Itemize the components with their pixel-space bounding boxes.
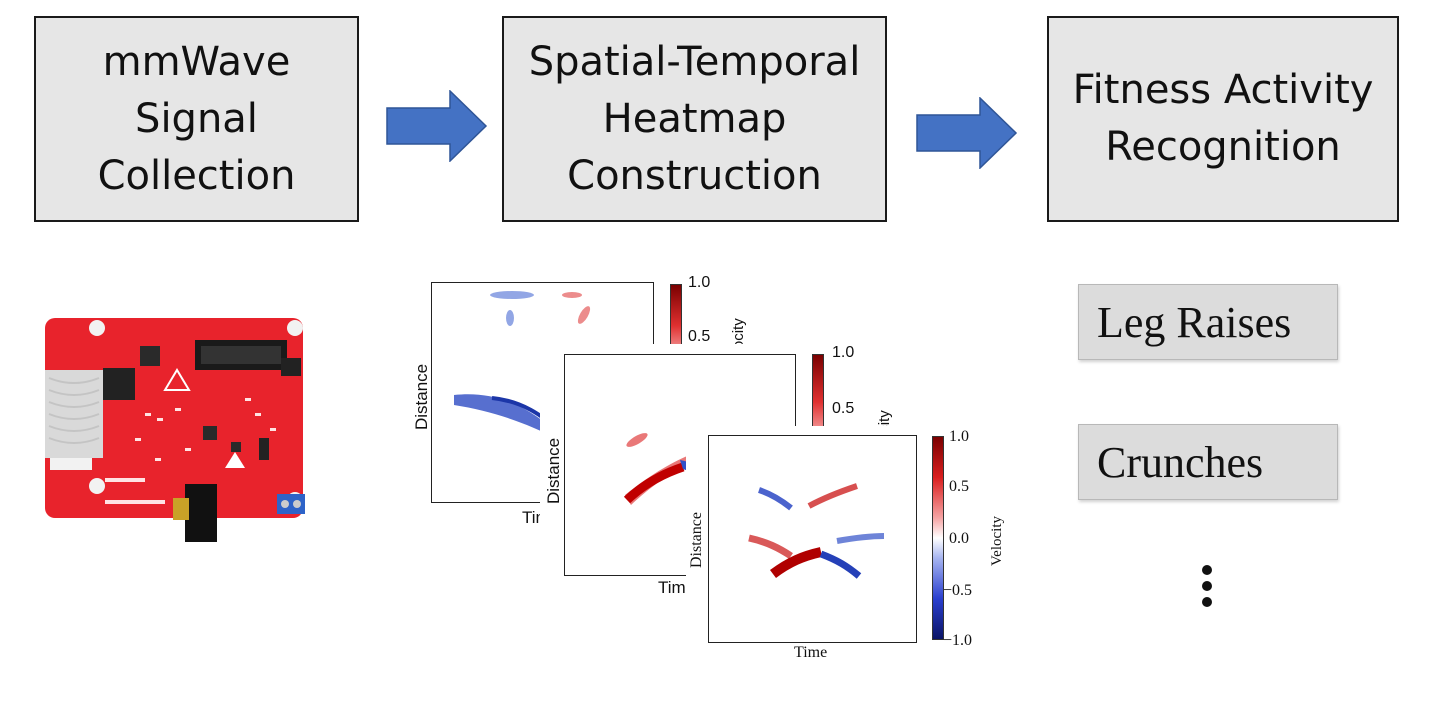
stage-label-line: Collection — [97, 152, 296, 199]
stage-label-line: mmWave — [102, 38, 291, 85]
stage-heatmap-construction: Spatial-Temporal Heatmap Construction — [502, 16, 887, 222]
stage-label-line: Spatial-Temporal — [528, 38, 861, 85]
stage-label-line: Construction — [567, 152, 822, 199]
heatmap-pattern — [454, 291, 591, 439]
activity-label: Crunches — [1097, 437, 1264, 487]
heatmap-xlabel: Time — [794, 644, 828, 661]
colorbar-tick: 0.5 — [949, 478, 969, 495]
stage-signal-collection: mmWave Signal Collection — [34, 16, 359, 222]
activity-label: Leg Raises — [1097, 297, 1292, 347]
heatmap-xlabel: Time — [658, 578, 696, 597]
radar-board-image — [45, 318, 305, 542]
heatmap-ylabel: Distance — [688, 512, 705, 568]
colorbar-tick: 0.5 — [688, 328, 711, 345]
colorbar-tick: 0.0 — [949, 530, 969, 547]
stage-label-line: Recognition — [1105, 124, 1341, 170]
heatmap-plot-area — [708, 435, 917, 643]
flow-arrow-icon — [916, 97, 1018, 169]
heatmap-colorbar — [812, 354, 824, 434]
heatmap-ylabel: Distance — [412, 363, 431, 430]
colorbar-tick: −0.5 — [943, 582, 973, 599]
activity-leg-raises: Leg Raises — [1078, 284, 1338, 360]
activity-crunches: Crunches — [1078, 424, 1338, 500]
colorbar-label: Velocity — [989, 516, 1005, 566]
stage-label-line: Signal — [135, 95, 258, 142]
colorbar-tick: 0.5 — [832, 400, 855, 417]
heatmap-colorbar — [932, 436, 944, 640]
colorbar-tick: 1.0 — [949, 428, 969, 445]
stage-label-line: Heatmap — [602, 95, 787, 142]
more-items-ellipsis-icon — [1202, 565, 1214, 613]
stage-activity-recognition: Fitness Activity Recognition — [1047, 16, 1399, 222]
colorbar-tick: 1.0 — [832, 344, 855, 361]
flow-arrow-icon — [386, 90, 488, 162]
heatmap-ylabel: Distance — [544, 437, 563, 504]
colorbar-tick: 1.0 — [688, 274, 711, 291]
colorbar-tick: −1.0 — [943, 632, 973, 649]
heatmap-card-front: Distance Time 1.0 0.5 0.0 −0.5 −1.0 Velo… — [686, 426, 1016, 664]
stage-label-line: Fitness Activity — [1072, 67, 1374, 113]
heatmap-pattern — [748, 483, 885, 579]
